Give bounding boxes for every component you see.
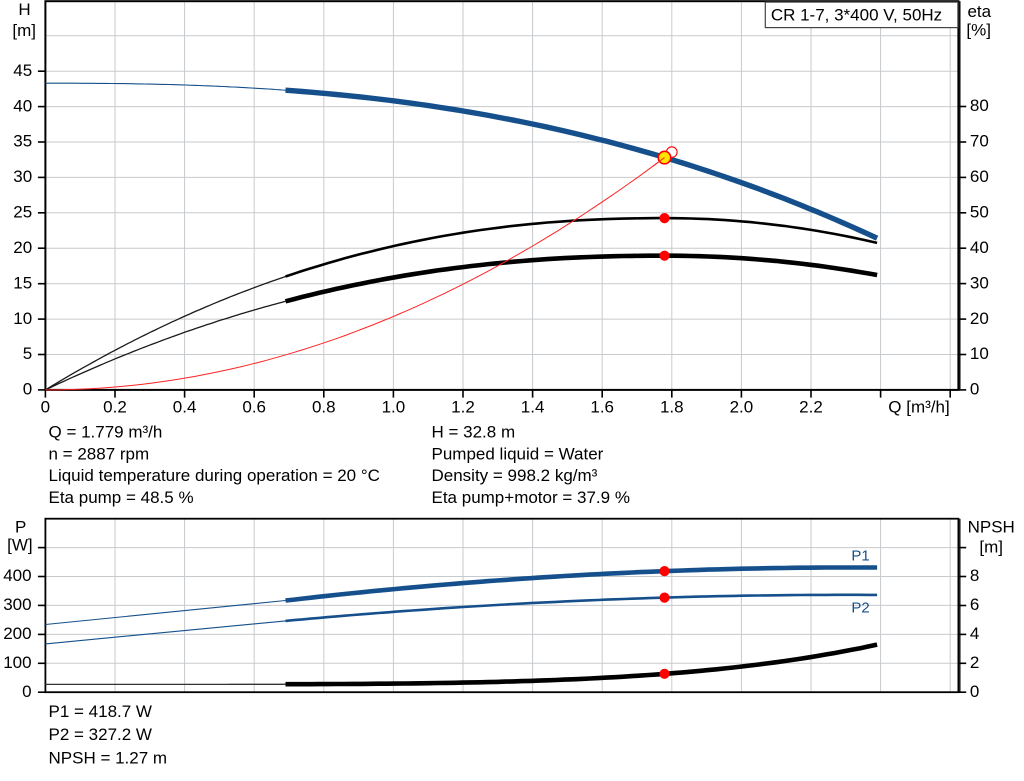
svg-text:50: 50	[970, 203, 989, 222]
svg-text:H = 32.8 m: H = 32.8 m	[432, 422, 516, 441]
svg-text:80: 80	[970, 96, 989, 115]
svg-text:1.8: 1.8	[660, 397, 684, 416]
svg-text:Eta pump+motor = 37.9 %: Eta pump+motor = 37.9 %	[432, 488, 630, 507]
svg-text:45: 45	[13, 61, 32, 80]
svg-text:40: 40	[970, 238, 989, 257]
svg-text:Q = 1.779 m³/h: Q = 1.779 m³/h	[49, 422, 163, 441]
svg-text:300: 300	[3, 595, 31, 614]
svg-text:15: 15	[13, 273, 32, 292]
svg-text:400: 400	[3, 566, 31, 585]
svg-text:Q [m³/h]: Q [m³/h]	[888, 397, 949, 416]
svg-text:1.4: 1.4	[521, 397, 545, 416]
svg-text:4: 4	[970, 624, 979, 643]
svg-text:[W]: [W]	[7, 535, 33, 554]
svg-text:35: 35	[13, 132, 32, 151]
svg-text:P2: P2	[851, 600, 869, 617]
svg-text:NPSH: NPSH	[968, 518, 1015, 537]
svg-text:eta: eta	[967, 2, 991, 21]
svg-text:0.8: 0.8	[312, 397, 336, 416]
svg-text:40: 40	[13, 96, 32, 115]
svg-text:P2 = 327.2 W: P2 = 327.2 W	[49, 725, 152, 744]
svg-text:[%]: [%]	[966, 20, 991, 39]
svg-text:0.2: 0.2	[103, 397, 127, 416]
svg-text:CR 1-7, 3*400 V, 50Hz: CR 1-7, 3*400 V, 50Hz	[771, 5, 942, 24]
svg-text:30: 30	[13, 167, 32, 186]
svg-text:P1 = 418.7 W: P1 = 418.7 W	[49, 702, 152, 721]
svg-text:1.2: 1.2	[451, 397, 475, 416]
svg-text:n = 2887 rpm: n = 2887 rpm	[49, 444, 150, 463]
svg-text:1.6: 1.6	[590, 397, 614, 416]
svg-text:0.6: 0.6	[242, 397, 266, 416]
svg-text:2.2: 2.2	[799, 397, 823, 416]
svg-text:20: 20	[13, 238, 32, 257]
svg-text:60: 60	[970, 167, 989, 186]
svg-text:0: 0	[22, 682, 31, 701]
svg-text:10: 10	[970, 344, 989, 363]
svg-text:0: 0	[23, 380, 32, 399]
svg-text:Density = 998.2 kg/m³: Density = 998.2 kg/m³	[432, 466, 598, 485]
svg-text:0.4: 0.4	[173, 397, 197, 416]
svg-text:NPSH = 1.27 m: NPSH = 1.27 m	[49, 748, 168, 767]
svg-text:Liquid temperature during oper: Liquid temperature during operation = 20…	[49, 466, 380, 485]
svg-text:8: 8	[970, 566, 979, 585]
svg-text:30: 30	[970, 273, 989, 292]
svg-text:70: 70	[970, 132, 989, 151]
svg-text:20: 20	[970, 309, 989, 328]
svg-text:100: 100	[3, 653, 31, 672]
svg-text:0: 0	[970, 380, 979, 399]
svg-text:P1: P1	[851, 548, 869, 565]
svg-text:2: 2	[970, 653, 979, 672]
svg-text:Pumped liquid = Water: Pumped liquid = Water	[432, 444, 604, 463]
svg-text:0: 0	[41, 397, 50, 416]
svg-text:5: 5	[23, 344, 32, 363]
svg-text:H: H	[18, 0, 30, 19]
svg-text:25: 25	[13, 203, 32, 222]
svg-text:2.0: 2.0	[730, 397, 754, 416]
svg-text:[m]: [m]	[12, 21, 36, 40]
svg-text:Eta pump = 48.5 %: Eta pump = 48.5 %	[49, 488, 194, 507]
svg-text:1.0: 1.0	[382, 397, 406, 416]
svg-text:0: 0	[970, 682, 979, 701]
svg-text:10: 10	[13, 309, 32, 328]
svg-text:200: 200	[3, 624, 31, 643]
svg-text:[m]: [m]	[979, 538, 1003, 557]
svg-text:P: P	[15, 518, 26, 537]
svg-text:6: 6	[970, 595, 979, 614]
